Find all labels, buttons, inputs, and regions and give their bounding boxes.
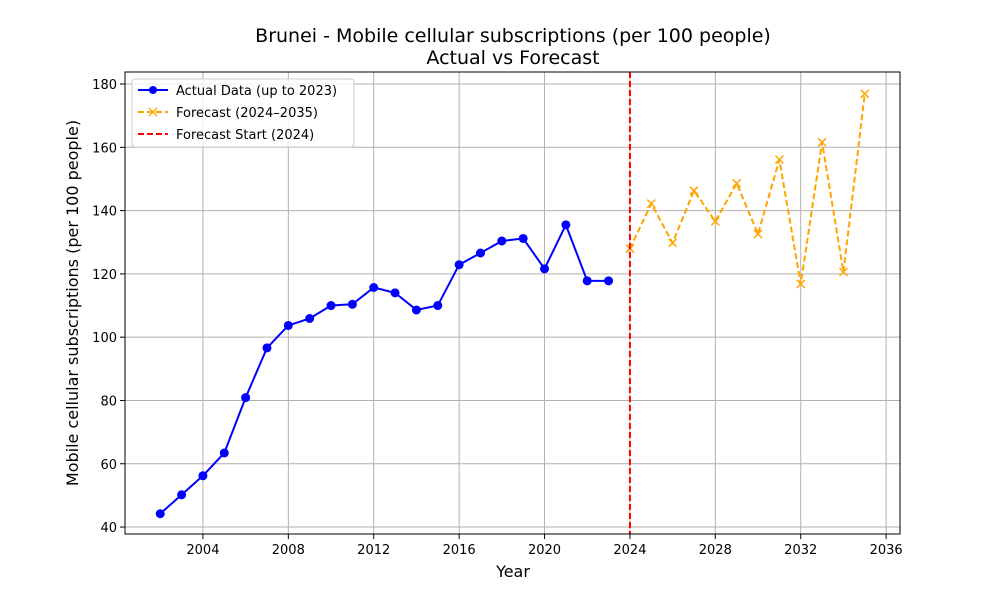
data-point-actual <box>155 509 165 519</box>
data-point-forecast <box>774 155 784 165</box>
x-tick-label: 2036 <box>870 543 903 558</box>
plot-area <box>155 72 870 534</box>
data-point-forecast <box>860 89 870 99</box>
data-point-actual <box>369 282 379 292</box>
y-axis-ticks: 40 60 80 100 120 140 160 180 <box>92 78 125 536</box>
y-tick-label: 140 <box>92 205 117 220</box>
x-tick-label: 2004 <box>186 543 219 558</box>
legend-marker-actual <box>149 86 157 94</box>
series-line-forecast <box>629 93 866 285</box>
legend-label-actual: Actual Data (up to 2023) <box>176 84 337 99</box>
y-tick-label: 40 <box>100 521 117 536</box>
x-tick-label: 2008 <box>272 543 305 558</box>
y-tick-label: 60 <box>100 458 117 473</box>
legend-label-forecast: Forecast (2024–2035) <box>176 106 318 121</box>
x-tick-label: 2016 <box>443 543 476 558</box>
legend-entry-forecast: Forecast (2024–2035) <box>138 106 318 121</box>
data-point-actual <box>198 471 208 481</box>
data-point-forecast <box>668 238 678 248</box>
data-point-actual <box>497 236 507 246</box>
data-point-actual <box>326 301 336 311</box>
y-tick-label: 180 <box>92 78 117 93</box>
data-point-actual <box>540 264 550 274</box>
data-point-actual <box>219 448 229 458</box>
x-axis-ticks: 2004 2008 2012 2016 2020 2024 2028 2032 2036 <box>186 534 903 558</box>
data-point-actual <box>518 233 528 243</box>
x-tick-label: 2032 <box>784 543 817 558</box>
data-point-forecast <box>838 267 848 277</box>
data-point-actual <box>582 276 592 286</box>
data-point-actual <box>475 248 485 258</box>
data-point-actual <box>454 260 464 270</box>
legend: Actual Data (up to 2023) Forecast (2024–… <box>131 78 355 148</box>
y-axis-label: Mobile cellular subscriptions (per 100 p… <box>63 120 82 486</box>
legend-entry-forecast-start: Forecast Start (2024) <box>138 128 314 143</box>
data-point-forecast <box>710 216 720 226</box>
data-point-actual <box>561 220 571 230</box>
data-point-actual <box>347 299 357 309</box>
data-point-actual <box>390 288 400 298</box>
legend-entry-actual: Actual Data (up to 2023) <box>138 84 337 99</box>
data-point-forecast <box>796 279 806 289</box>
data-point-actual <box>283 320 293 330</box>
data-point-forecast <box>689 186 699 196</box>
x-tick-label: 2020 <box>528 543 561 558</box>
y-tick-label: 100 <box>92 331 117 346</box>
x-tick-label: 2012 <box>357 543 390 558</box>
legend-marker-forecast <box>148 107 158 117</box>
x-tick-label: 2028 <box>699 543 732 558</box>
y-tick-label: 120 <box>92 268 117 283</box>
chart-subtitle: Actual vs Forecast <box>426 47 599 69</box>
data-point-forecast <box>732 178 742 188</box>
chart-title: Brunei - Mobile cellular subscriptions (… <box>255 25 771 47</box>
legend-box <box>131 78 355 148</box>
legend-label-forecast-start: Forecast Start (2024) <box>176 128 314 143</box>
series-line-actual <box>159 222 609 515</box>
data-point-forecast <box>817 137 827 147</box>
x-axis-label: Year <box>495 562 530 581</box>
data-point-forecast <box>646 199 656 209</box>
x-tick-label: 2024 <box>613 543 646 558</box>
data-point-forecast <box>753 229 763 239</box>
data-point-actual <box>604 276 614 286</box>
y-tick-label: 80 <box>100 394 117 409</box>
data-point-actual <box>177 490 187 500</box>
data-point-actual <box>305 314 315 324</box>
data-point-actual <box>433 301 443 311</box>
data-point-actual <box>262 343 272 353</box>
data-point-actual <box>411 305 421 315</box>
data-point-actual <box>241 393 251 403</box>
y-tick-label: 160 <box>92 141 117 156</box>
plot-frame <box>124 71 901 535</box>
